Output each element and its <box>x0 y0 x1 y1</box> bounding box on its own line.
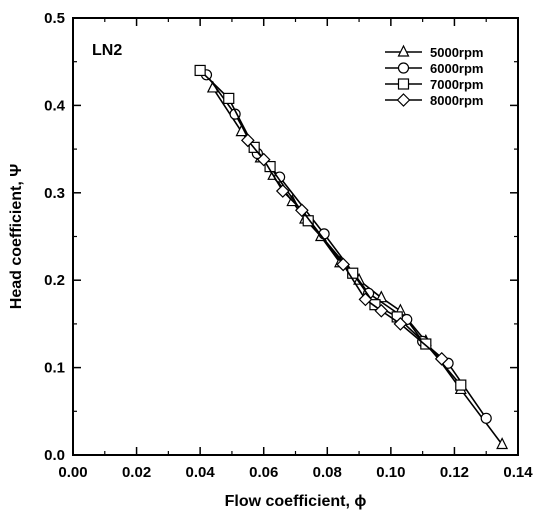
y-tick-label: 0.1 <box>44 360 65 377</box>
data-point-diamond <box>275 184 290 198</box>
legend-label: 6000rpm <box>430 61 483 76</box>
data-point-circle <box>480 412 492 424</box>
data-point-diamond <box>358 292 373 307</box>
legend-marker-diamond <box>396 93 411 107</box>
data-point-diamond <box>240 133 255 148</box>
legend-marker-square <box>397 78 410 90</box>
x-tick-label: 0.04 <box>186 464 216 481</box>
data-point-diamond <box>434 352 449 366</box>
legend-label: 5000rpm <box>430 45 483 60</box>
x-tick-label: 0.08 <box>313 464 342 481</box>
x-tick-label: 0.10 <box>376 464 405 481</box>
series-layer <box>194 64 509 450</box>
y-tick-label: 0.2 <box>44 272 65 289</box>
x-tick-label: 0.00 <box>58 464 87 481</box>
data-point-diamond <box>295 203 309 218</box>
legend-entry: 6000rpm <box>385 61 483 76</box>
data-point-square <box>420 338 432 350</box>
panel-label: LN2 <box>92 42 122 59</box>
y-tick-label: 0.3 <box>44 185 65 202</box>
y-tick-label: 0.4 <box>44 97 66 114</box>
legend-label: 7000rpm <box>430 77 483 92</box>
x-tick-label: 0.06 <box>249 464 278 481</box>
y-tick-label: 0.0 <box>44 447 65 464</box>
data-point-square <box>194 64 206 77</box>
legend-marker-triangle <box>397 44 410 57</box>
legend-label: 8000rpm <box>430 93 483 108</box>
data-point-triangle <box>496 437 509 450</box>
legend-entry: 8000rpm <box>385 93 483 108</box>
y-axis-title: Head coefficient, Ψ <box>8 164 25 309</box>
axes: 0.00 0.02 0.04 0.06 0.08 0.10 0.12 0.14 0.0 0.1 0.… <box>44 10 533 481</box>
x-tick-label: 0.02 <box>122 464 151 481</box>
x-tick-label: 0.14 <box>503 464 533 481</box>
data-point-square <box>455 379 467 391</box>
legend-marker-circle <box>397 62 410 74</box>
x-tick-label: 0.12 <box>440 464 469 481</box>
data-point-diamond <box>393 317 408 331</box>
data-point-square <box>223 92 235 105</box>
data-point-square <box>369 299 381 311</box>
data-point-diamond <box>256 152 271 167</box>
legend-entry: 5000rpm <box>385 44 483 60</box>
series-5000rpm <box>206 80 509 450</box>
y-tick-label: 0.5 <box>44 10 65 27</box>
data-point-diamond <box>336 257 351 272</box>
data-point-square <box>302 215 314 227</box>
x-axis-title: Flow coefficient, ϕ <box>225 493 367 510</box>
series-8000rpm <box>240 133 449 366</box>
legend-entry: 7000rpm <box>385 77 483 92</box>
data-point-diamond <box>374 303 389 318</box>
